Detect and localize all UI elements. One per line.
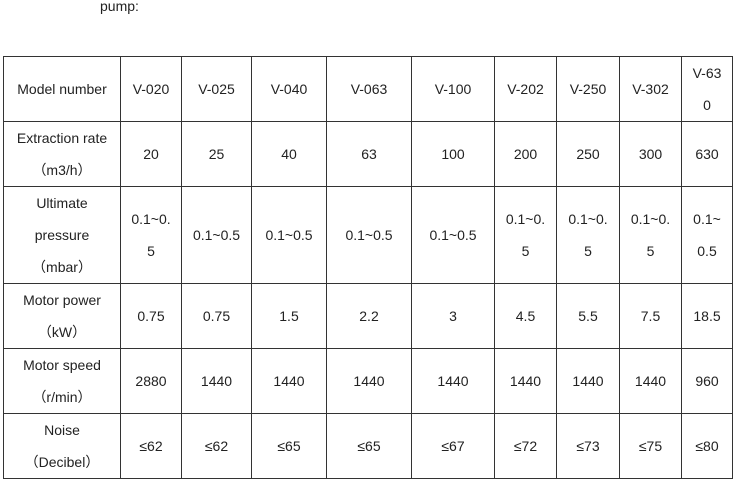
data-cell: 2.2 — [326, 283, 412, 349]
data-cell: 63 — [326, 121, 412, 187]
row-label: Motor speed （r/min） — [3, 348, 121, 414]
label-line: Noise — [44, 422, 80, 438]
data-cell: 200 — [494, 121, 557, 187]
data-cell: 1440 — [494, 348, 557, 414]
data-cell: ≤75 — [619, 413, 682, 479]
data-cell: 0.1~0.5 — [494, 186, 557, 284]
data-cell: 0.1~0.5 — [120, 186, 182, 284]
data-cell: 1.5 — [251, 283, 327, 349]
data-cell: 0.1~0.5 — [251, 186, 327, 284]
data-cell: ≤62 — [120, 413, 182, 479]
header-cell: V-250 — [556, 56, 620, 122]
data-cell: ≤67 — [411, 413, 495, 479]
spec-table: Model number V-020 V-025 V-040 V-063 V-100 V-2… — [3, 56, 733, 479]
row-label: Motor power （kW） — [3, 283, 121, 349]
table-row: Extraction rate （m3/h） 20 25 40 63 100 200 250 30… — [3, 121, 733, 187]
header-cell: V-302 — [619, 56, 682, 122]
data-cell: 1440 — [326, 348, 412, 414]
data-cell: 1440 — [411, 348, 495, 414]
label-line: （m3/h） — [32, 162, 92, 178]
data-cell: 1440 — [619, 348, 682, 414]
data-cell: 1440 — [556, 348, 620, 414]
data-cell: ≤65 — [251, 413, 327, 479]
header-cell: V-020 — [120, 56, 182, 122]
header-cell: V-100 — [411, 56, 495, 122]
data-cell: 0.1~0.5 — [326, 186, 412, 284]
row-label: Noise （Decibel） — [3, 413, 121, 479]
data-cell: 3 — [411, 283, 495, 349]
data-cell: 0.1~0.5 — [619, 186, 682, 284]
header-cell: V-063 — [326, 56, 412, 122]
data-cell: 630 — [681, 121, 733, 187]
data-cell: 960 — [681, 348, 733, 414]
label-line: （mbar） — [32, 259, 92, 275]
data-cell: ≤72 — [494, 413, 557, 479]
label-line: Motor power — [23, 292, 101, 308]
label-line: Extraction rate — [16, 130, 108, 146]
data-cell: 0.75 — [181, 283, 252, 349]
table-row: Ultimate pressure （mbar） 0.1~0.5 0.1~0.5 0.1~… — [3, 186, 733, 284]
data-cell: 1440 — [251, 348, 327, 414]
label-line: （kW） — [37, 324, 87, 340]
header-cell: V-202 — [494, 56, 557, 122]
intro-text: pump: — [100, 0, 139, 14]
data-cell: 40 — [251, 121, 327, 187]
table-row: Motor speed （r/min） 2880 1440 1440 1440 1440 14… — [3, 348, 733, 414]
table-row: Motor power （kW） 0.75 0.75 1.5 2.2 3 4.5 5.5 7.5 1… — [3, 283, 733, 349]
data-cell: ≤80 — [681, 413, 733, 479]
data-cell: 100 — [411, 121, 495, 187]
data-cell: 7.5 — [619, 283, 682, 349]
row-label: Ultimate pressure （mbar） — [3, 186, 121, 284]
label-line: Model number — [17, 81, 107, 97]
data-cell: 250 — [556, 121, 620, 187]
data-cell: ≤62 — [181, 413, 252, 479]
data-cell: 0.1~0.5 — [681, 186, 733, 284]
data-cell: 300 — [619, 121, 682, 187]
label-line: pressure — [34, 227, 90, 243]
data-cell: ≤65 — [326, 413, 412, 479]
row-label: Extraction rate （m3/h） — [3, 121, 121, 187]
table-row: Model number V-020 V-025 V-040 V-063 V-100 V-2… — [3, 56, 733, 122]
data-cell: 25 — [181, 121, 252, 187]
header-cell: V-025 — [181, 56, 252, 122]
header-cell: V-040 — [251, 56, 327, 122]
data-cell: 0.75 — [120, 283, 182, 349]
label-line: Motor speed — [23, 357, 101, 373]
row-label: Model number — [3, 56, 121, 122]
label-line: （r/min） — [32, 389, 92, 405]
label-line: （Decibel） — [24, 454, 100, 470]
label-line: Ultimate — [36, 195, 88, 211]
data-cell: 4.5 — [494, 283, 557, 349]
data-cell: 0.1~0.5 — [411, 186, 495, 284]
data-cell: 18.5 — [681, 283, 733, 349]
data-cell: 0.1~0.5 — [556, 186, 620, 284]
data-cell: 5.5 — [556, 283, 620, 349]
data-cell: 20 — [120, 121, 182, 187]
data-cell: ≤73 — [556, 413, 620, 479]
data-cell: 0.1~0.5 — [181, 186, 252, 284]
data-cell: 2880 — [120, 348, 182, 414]
table-row: Noise （Decibel） ≤62 ≤62 ≤65 ≤65 ≤67 ≤72 ≤73 ≤75 ≤8… — [3, 413, 733, 479]
data-cell: 1440 — [181, 348, 252, 414]
header-cell: V-630 — [681, 56, 733, 122]
